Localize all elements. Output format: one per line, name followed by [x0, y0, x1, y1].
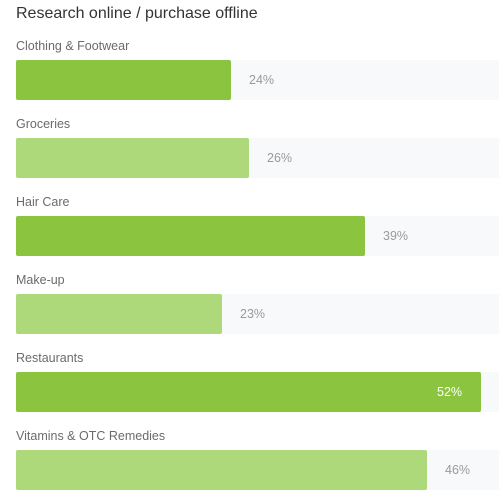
- bar-value-label: 52%: [437, 385, 463, 399]
- category-label: Groceries: [16, 117, 71, 131]
- bar-value-label: 26%: [267, 151, 293, 165]
- bar-track: 23%: [16, 294, 499, 334]
- bar-value-label: 39%: [383, 229, 409, 243]
- bar-track: 24%: [16, 60, 499, 100]
- bar-track: 39%: [16, 216, 499, 256]
- chart-title: Research online / purchase offline: [16, 5, 258, 22]
- bar[interactable]: [16, 294, 222, 334]
- bar[interactable]: [16, 60, 231, 100]
- bar-value-label: 46%: [445, 463, 471, 477]
- bar[interactable]: [16, 450, 427, 490]
- bar-track: 26%: [16, 138, 499, 178]
- bar-value-label: 24%: [249, 73, 275, 87]
- bar[interactable]: [16, 372, 481, 412]
- category-label: Clothing & Footwear: [16, 39, 130, 53]
- bar-track: 52%: [16, 372, 499, 412]
- bar-value-label: 23%: [240, 307, 266, 321]
- category-label: Vitamins & OTC Remedies: [16, 429, 166, 443]
- category-label: Restaurants: [16, 351, 84, 365]
- bar-track: 46%: [16, 450, 499, 490]
- category-label: Hair Care: [16, 195, 70, 209]
- bar[interactable]: [16, 216, 365, 256]
- category-label: Make-up: [16, 273, 65, 287]
- bar[interactable]: [16, 138, 249, 178]
